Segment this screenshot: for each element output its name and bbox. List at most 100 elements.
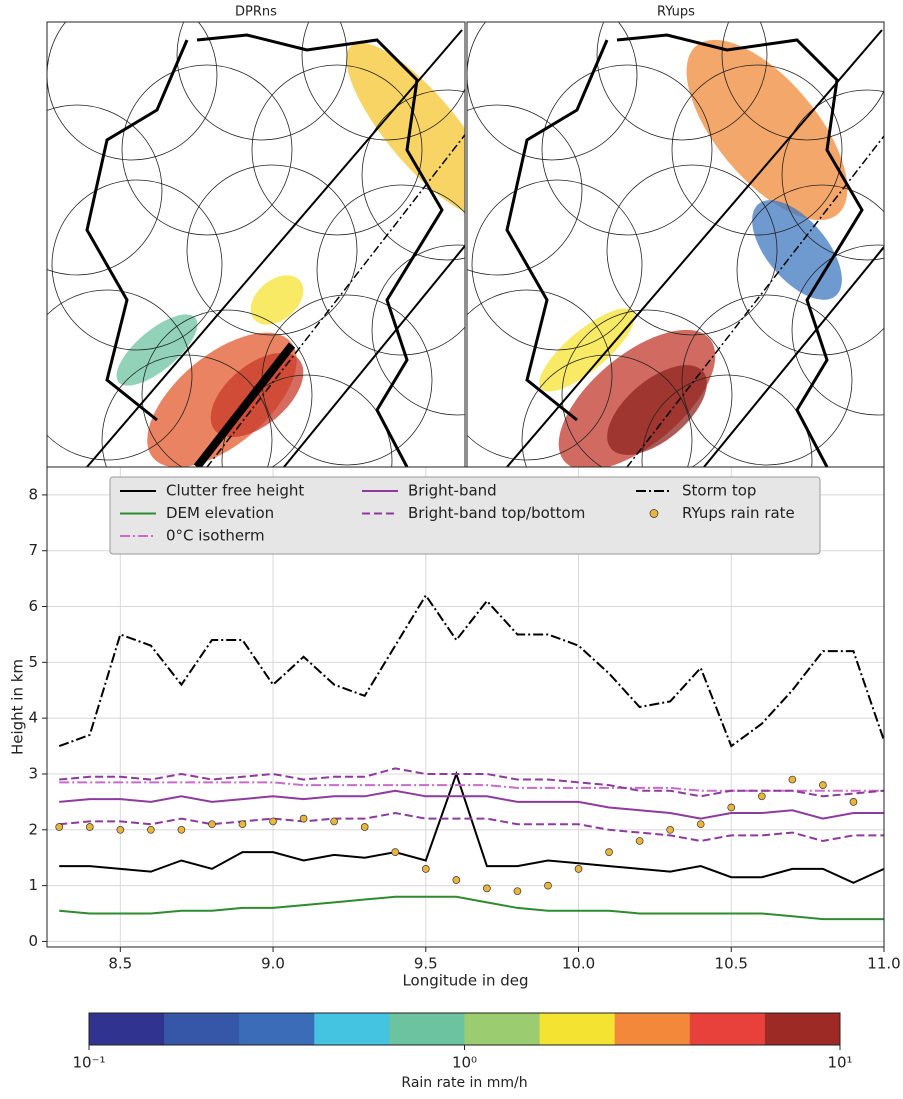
rain-point bbox=[360, 823, 369, 831]
rain-point bbox=[635, 837, 644, 845]
rain-point bbox=[727, 803, 736, 812]
radar-range bbox=[316, 184, 465, 356]
radar-range bbox=[541, 64, 713, 236]
y-tick-label: 1 bbox=[28, 876, 38, 894]
rain-area bbox=[539, 308, 635, 392]
rain-point bbox=[788, 775, 797, 784]
radar-range bbox=[681, 294, 853, 466]
rain-point bbox=[55, 823, 64, 831]
map-panel bbox=[47, 22, 465, 467]
series-line bbox=[59, 767, 885, 798]
legend-label: Clutter free height bbox=[166, 482, 304, 500]
swath-edge bbox=[702, 245, 884, 467]
radar-range bbox=[141, 309, 313, 467]
rain-area bbox=[752, 200, 842, 300]
rain-area bbox=[346, 42, 465, 218]
map-title: DPRns bbox=[235, 5, 277, 20]
y-tick-label: 0 bbox=[28, 932, 38, 950]
swath-edge bbox=[282, 244, 465, 467]
legend-label: Bright-band top/bottom bbox=[408, 504, 585, 522]
x-axis-label: Longitude in deg bbox=[402, 972, 528, 990]
radar-range bbox=[371, 244, 465, 416]
radar-range bbox=[361, 89, 465, 261]
border bbox=[505, 33, 864, 467]
radar-range bbox=[47, 104, 163, 276]
border bbox=[85, 33, 444, 467]
radar-range bbox=[301, 22, 465, 141]
swath-edge bbox=[86, 29, 463, 467]
swath-center bbox=[626, 134, 884, 467]
map-panel bbox=[467, 22, 884, 467]
rain-point bbox=[421, 865, 430, 873]
rain-point bbox=[85, 823, 94, 831]
y-tick-label: 7 bbox=[28, 541, 38, 559]
colorbar-tick-label: 10¹ bbox=[827, 1054, 852, 1072]
rain-point bbox=[574, 865, 583, 873]
radar-range bbox=[561, 309, 733, 467]
series-line bbox=[59, 812, 884, 842]
y-tick-label: 8 bbox=[28, 485, 38, 503]
radar-range bbox=[47, 22, 218, 161]
radar-range bbox=[606, 164, 778, 336]
x-tick-label: 9.5 bbox=[414, 955, 438, 973]
radar-range bbox=[221, 374, 393, 467]
cross-section bbox=[193, 342, 296, 467]
radar-range bbox=[641, 374, 813, 467]
radar-range bbox=[736, 184, 884, 356]
radar-range bbox=[467, 289, 613, 461]
x-tick-label: 8.5 bbox=[108, 955, 132, 973]
radar-range bbox=[781, 89, 884, 261]
rain-area bbox=[250, 275, 304, 325]
y-tick-label: 2 bbox=[28, 820, 38, 838]
legend-label: Bright-band bbox=[408, 482, 497, 500]
legend-label: 0°C isotherm bbox=[166, 527, 265, 545]
rain-point bbox=[391, 848, 400, 856]
rain-point bbox=[696, 820, 705, 829]
rain-point bbox=[666, 825, 675, 834]
rain-point bbox=[208, 820, 216, 829]
colorbar-tick-label: 10⁻¹ bbox=[72, 1054, 105, 1072]
x-tick-label: 11.0 bbox=[867, 955, 900, 973]
radar-range bbox=[186, 164, 358, 336]
radar-range bbox=[51, 179, 223, 351]
colorbar-bin bbox=[764, 1013, 841, 1045]
colorbar-bin bbox=[314, 1013, 390, 1045]
rain-point bbox=[238, 820, 247, 829]
colorbar-bin bbox=[164, 1013, 240, 1045]
radar-range bbox=[521, 354, 693, 467]
y-axis-label: Height in km bbox=[9, 659, 27, 755]
colorbar-bin bbox=[389, 1013, 465, 1045]
rain-point bbox=[116, 825, 125, 834]
map-title: RYups bbox=[657, 5, 695, 20]
x-tick-label: 10.0 bbox=[562, 955, 595, 973]
radar-range bbox=[176, 22, 348, 141]
series-line bbox=[58, 593, 885, 748]
radar-range bbox=[467, 22, 638, 161]
radar-range bbox=[791, 244, 884, 416]
rain-point bbox=[299, 814, 308, 823]
rain-point bbox=[147, 825, 155, 834]
rain-point bbox=[849, 798, 858, 806]
radar-range bbox=[596, 22, 768, 141]
swath-edge bbox=[506, 29, 883, 467]
colorbar-bin bbox=[464, 1013, 541, 1045]
legend-label: Storm top bbox=[682, 482, 756, 500]
x-tick-label: 10.5 bbox=[715, 955, 748, 973]
rain-point bbox=[452, 876, 461, 884]
legend-box bbox=[109, 476, 821, 555]
rain-area bbox=[116, 314, 198, 386]
series-line bbox=[59, 789, 884, 820]
rain-point bbox=[177, 825, 186, 834]
rain-point bbox=[757, 792, 766, 801]
rain-point bbox=[605, 848, 613, 856]
colorbar-bin bbox=[539, 1013, 616, 1045]
radar-range bbox=[721, 22, 884, 141]
rain-point bbox=[483, 884, 491, 893]
radar-range bbox=[251, 64, 423, 236]
y-tick-label: 4 bbox=[28, 709, 38, 727]
rain-point bbox=[544, 881, 552, 890]
radar-range bbox=[101, 354, 273, 467]
legend-label: DEM elevation bbox=[166, 504, 274, 522]
series-line bbox=[59, 895, 884, 921]
